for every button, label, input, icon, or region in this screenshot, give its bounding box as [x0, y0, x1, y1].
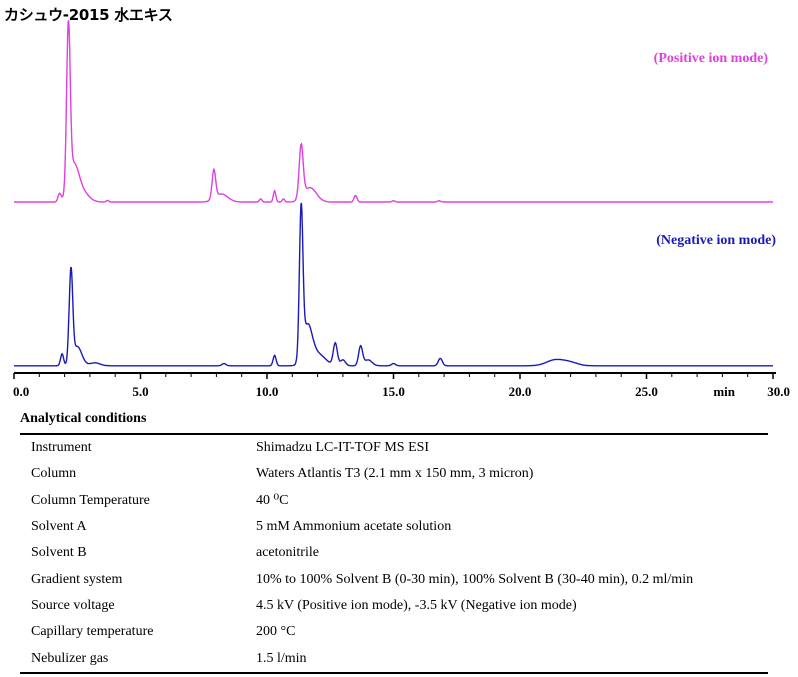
condition-label: Column: [31, 466, 77, 482]
condition-value: 5 mM Ammonium acetate solution: [256, 519, 452, 535]
condition-label: Column Temperature: [31, 492, 150, 508]
table-row: Source voltage 4.5 kV (Positive ion mode)…: [20, 593, 768, 619]
negative-mode-label: (Negative ion mode): [656, 233, 776, 248]
condition-value: Waters Atlantis T3 (2.1 mm x 150 mm, 3 m…: [256, 466, 534, 482]
condition-label: Source voltage: [31, 597, 115, 613]
x-tick-label: 25.0: [635, 384, 658, 399]
condition-label: Solvent B: [31, 545, 87, 561]
x-tick-label: 10.0: [256, 384, 279, 399]
conditions-heading: Analytical conditions: [20, 411, 147, 426]
condition-value: 200 °C: [256, 624, 296, 640]
x-axis-ticks: 0.0 5.0 10.0 15.0 20.0 25.0 30.0: [13, 373, 790, 399]
x-tick-label: 5.0: [132, 384, 148, 399]
table-row: Solvent A 5 mM Ammonium acetate solution: [20, 514, 768, 540]
table-row: Capillary temperature 200 °C: [20, 619, 768, 645]
x-tick-label: 20.0: [509, 384, 532, 399]
table-row: Solvent B acetonitrile: [20, 540, 768, 566]
table-row: Gradient system 10% to 100% Solvent B (0-…: [20, 566, 768, 592]
positive-ion-trace: [14, 20, 773, 203]
condition-label: Solvent A: [31, 519, 87, 535]
chromatogram-chart: (Positive ion mode) (Negative ion mode) …: [13, 20, 790, 399]
table-row: Column Temperature 40 ⁰C: [20, 488, 768, 514]
condition-value: acetonitrile: [256, 545, 319, 561]
table-row: Nebulizer gas 1.5 l/min: [20, 645, 768, 672]
condition-value: 40 ⁰C: [256, 493, 289, 509]
table-row: Instrument Shimadzu LC-IT-TOF MS ESI: [20, 434, 768, 461]
conditions-table: Instrument Shimadzu LC-IT-TOF MS ESI Colum…: [20, 433, 768, 674]
condition-label: Instrument: [31, 440, 92, 456]
condition-value: 4.5 kV (Positive ion mode), -3.5 kV (Neg…: [256, 597, 577, 613]
condition-value: 1.5 l/min: [256, 650, 307, 666]
x-tick-label: 15.0: [382, 384, 405, 399]
positive-mode-label: (Positive ion mode): [654, 51, 769, 66]
condition-label: Gradient system: [31, 571, 123, 587]
condition-value: 10% to 100% Solvent B (0-30 min), 100% S…: [256, 571, 694, 587]
condition-label: Nebulizer gas: [31, 650, 109, 666]
table-row: Column Waters Atlantis T3 (2.1 mm x 150 m…: [20, 461, 768, 487]
condition-value: Shimadzu LC-IT-TOF MS ESI: [256, 440, 430, 456]
x-axis-unit-label: min: [713, 384, 735, 399]
x-tick-label: 0.0: [13, 384, 29, 399]
negative-ion-trace: [14, 202, 773, 367]
x-tick-label: 30.0: [767, 384, 790, 399]
condition-label: Capillary temperature: [31, 624, 154, 640]
page-title: カシュウ-2015 水エキス: [4, 6, 173, 24]
